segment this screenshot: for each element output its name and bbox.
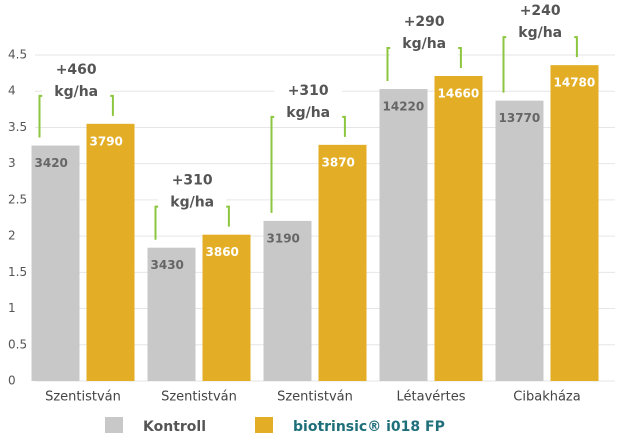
bar-label: 3870 bbox=[322, 155, 355, 169]
annotation-unit: kg/ha bbox=[518, 25, 562, 41]
legend-swatch bbox=[105, 417, 123, 433]
annotation: +460 bbox=[56, 62, 97, 78]
bar-label: 14780 bbox=[554, 76, 596, 90]
annotation-unit: kg/ha bbox=[170, 195, 214, 211]
annotation-bg bbox=[158, 168, 227, 217]
y-tick-label: 2 bbox=[8, 229, 16, 243]
bar bbox=[495, 100, 544, 381]
y-tick-label: 1 bbox=[8, 301, 16, 315]
bar bbox=[86, 123, 135, 382]
x-tick-label: Létavértes bbox=[397, 390, 466, 405]
y-tick-label: 4 bbox=[8, 84, 16, 98]
annotation-unit: kg/ha bbox=[54, 84, 98, 100]
bar bbox=[31, 145, 80, 381]
annotation-bg bbox=[390, 10, 459, 59]
annotation: +240 bbox=[520, 3, 561, 19]
annotation-unit: kg/ha bbox=[286, 105, 330, 121]
legend-swatch bbox=[255, 417, 273, 433]
annotation-bg bbox=[42, 57, 111, 106]
bar-label: 3790 bbox=[90, 134, 123, 148]
y-tick-label: 3.5 bbox=[8, 120, 27, 134]
annotation: +310 bbox=[288, 83, 329, 99]
y-tick-label: 0 bbox=[8, 374, 16, 388]
legend-label: Kontroll bbox=[143, 419, 206, 433]
legend-label: biotrinsic® i018 FP bbox=[293, 419, 445, 433]
y-tick-label: 0.5 bbox=[8, 337, 27, 351]
bar-label: 3420 bbox=[35, 156, 68, 170]
bar bbox=[434, 76, 483, 382]
bar bbox=[318, 144, 367, 381]
annotation: +310 bbox=[172, 173, 213, 189]
bar-label: 13770 bbox=[499, 111, 541, 125]
y-tick-label: 4.5 bbox=[8, 48, 27, 62]
bar bbox=[550, 65, 599, 382]
bar bbox=[202, 234, 251, 381]
bar bbox=[263, 220, 312, 381]
bar bbox=[147, 247, 196, 381]
bar-label: 14220 bbox=[383, 100, 425, 114]
annotation-bg bbox=[506, 0, 575, 48]
bar-label: 3860 bbox=[206, 245, 239, 259]
x-tick-label: Szentistván bbox=[161, 390, 237, 405]
bar bbox=[379, 89, 428, 381]
bar-label: 3430 bbox=[151, 258, 184, 272]
bar-label: 3190 bbox=[267, 231, 300, 245]
y-tick-label: 3 bbox=[8, 156, 16, 170]
x-tick-label: Szentistván bbox=[45, 390, 121, 405]
bar-label: 14660 bbox=[438, 87, 480, 101]
annotation-bg bbox=[274, 78, 343, 127]
x-tick-label: Szentistván bbox=[277, 390, 353, 405]
annotation: +290 bbox=[404, 14, 445, 30]
annotation-unit: kg/ha bbox=[402, 36, 446, 52]
y-tick-label: 2.5 bbox=[8, 192, 27, 206]
y-tick-label: 1.5 bbox=[8, 265, 27, 279]
x-tick-label: Cibakháza bbox=[513, 390, 580, 405]
